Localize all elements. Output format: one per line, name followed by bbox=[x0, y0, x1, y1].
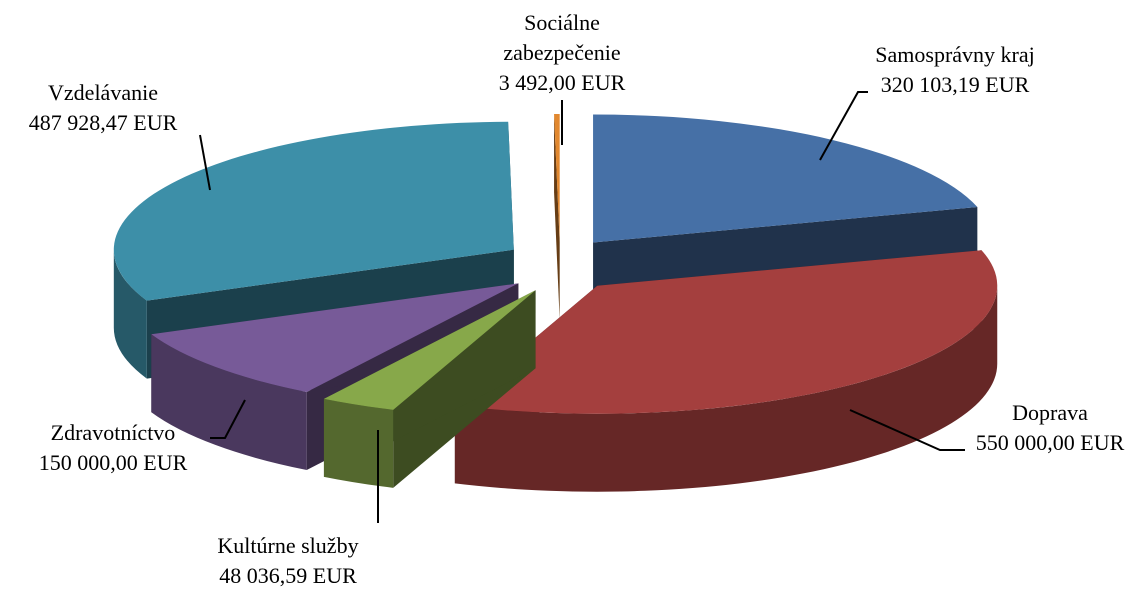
leader-line-samospravny-kraj bbox=[819, 91, 868, 161]
leader-line-vzdelavanie bbox=[199, 134, 211, 191]
pie-slice-socialne-zabezpecenie bbox=[554, 113, 560, 320]
slice-side-wall bbox=[454, 285, 998, 492]
label-zdravotnictvo-name: Zdravotníctvo bbox=[51, 420, 176, 445]
pie-slices bbox=[113, 113, 998, 492]
label-socialne-zabezpecenie-name-line2: zabezpečenie bbox=[503, 40, 620, 65]
slice-top-face bbox=[323, 290, 536, 410]
label-socialne-zabezpecenie-name-line1: Sociálne bbox=[524, 10, 600, 35]
slice-top-face bbox=[593, 114, 978, 243]
slice-top-face bbox=[113, 121, 514, 301]
slice-side-wall bbox=[113, 249, 147, 379]
label-doprava-value: 550 000,00 EUR bbox=[976, 430, 1125, 455]
label-samospravny-kraj-value: 320 103,19 EUR bbox=[881, 72, 1030, 97]
leader-line-doprava bbox=[849, 409, 965, 451]
pie-slice-kulturne-sluzby bbox=[323, 290, 536, 488]
label-vzdelavanie-value: 487 928,47 EUR bbox=[29, 110, 178, 135]
slice-labels: Samosprávny kraj 320 103,19 EUR Doprava … bbox=[29, 10, 1125, 588]
label-samospravny-kraj-name: Samosprávny kraj bbox=[875, 42, 1034, 67]
label-socialne-zabezpecenie-value: 3 492,00 EUR bbox=[499, 70, 626, 95]
label-doprava-name: Doprava bbox=[1012, 400, 1088, 425]
slice-top-face bbox=[554, 113, 560, 242]
label-zdravotnictvo-value: 150 000,00 EUR bbox=[39, 450, 188, 475]
pie-slice-doprava bbox=[454, 250, 998, 492]
slice-side-wall bbox=[151, 334, 307, 471]
slice-top-face bbox=[454, 250, 998, 414]
slice-cut-face bbox=[554, 113, 560, 320]
label-kulturne-sluzby-value: 48 036,59 EUR bbox=[219, 563, 357, 588]
leader-lines bbox=[199, 91, 965, 523]
label-vzdelavanie-name: Vzdelávanie bbox=[48, 80, 158, 105]
slice-side-wall bbox=[323, 398, 394, 488]
slice-top-face bbox=[151, 283, 519, 393]
label-kulturne-sluzby-name: Kultúrne služby bbox=[217, 533, 358, 558]
leader-line-zdravotnictvo bbox=[210, 399, 246, 439]
